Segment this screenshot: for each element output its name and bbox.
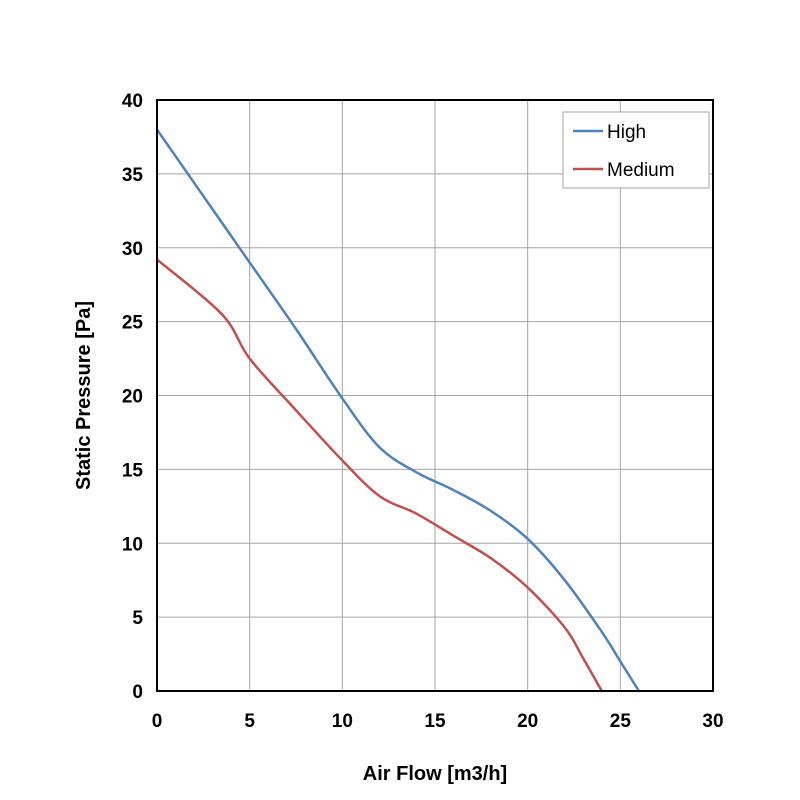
x-tick-label: 30 xyxy=(702,711,723,732)
series-line-medium xyxy=(155,258,604,693)
legend: High Medium xyxy=(562,111,710,189)
x-tick-label: 10 xyxy=(332,711,353,732)
grid xyxy=(156,99,714,692)
y-tick-label: 35 xyxy=(122,165,144,186)
legend-box xyxy=(562,111,710,189)
y-tick-label: 15 xyxy=(122,460,144,481)
series-layer xyxy=(155,128,641,693)
x-tick-label: 0 xyxy=(152,711,163,732)
y-tick-label: 40 xyxy=(122,91,143,112)
x-tick-label: 5 xyxy=(244,711,255,732)
legend-label-medium: Medium xyxy=(607,160,675,181)
x-tick-label: 25 xyxy=(610,711,632,732)
y-tick-label: 10 xyxy=(122,534,143,555)
y-tick-label: 0 xyxy=(132,682,143,703)
x-tick-labels: 0 5 10 15 20 25 30 xyxy=(152,711,724,732)
series-line-high xyxy=(155,128,641,693)
legend-label-high: High xyxy=(607,122,646,143)
y-axis-title: Static Pressure [Pa] xyxy=(73,301,95,490)
y-tick-label: 30 xyxy=(122,239,143,260)
plot-frame xyxy=(156,99,714,692)
y-tick-labels: 0 5 10 15 20 25 30 35 40 xyxy=(122,91,144,703)
y-tick-label: 20 xyxy=(122,387,143,408)
x-tick-label: 15 xyxy=(424,711,446,732)
y-tick-label: 25 xyxy=(122,313,144,334)
x-tick-label: 20 xyxy=(517,711,538,732)
x-axis-title: Air Flow [m3/h] xyxy=(363,763,507,785)
y-tick-label: 5 xyxy=(132,608,143,629)
